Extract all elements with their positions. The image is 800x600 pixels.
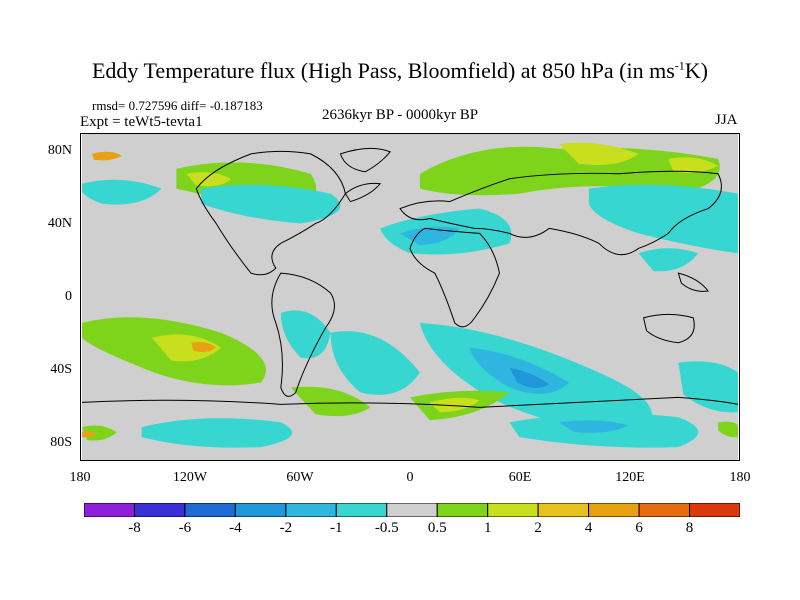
lat-label-40s: 40S [50,362,72,377]
anomaly-patch [429,397,480,413]
anomaly-patch [280,310,331,359]
colorbar-tick-label: -4 [229,520,242,536]
experiment-label: Expt = teWt5-tevta1 [80,114,203,130]
colorbar-swatch [689,503,740,517]
lon-label-180w: 180 [69,470,91,485]
anomaly-patch [290,386,371,417]
colorbar-swatch [436,503,489,517]
anomaly-patch [141,418,292,448]
map-canvas [81,134,739,460]
anomaly-patch [718,421,738,438]
lat-label-eq: 0 [65,289,72,304]
colorbar-tick-label: 6 [635,520,643,536]
colorbar-tick-label: -6 [178,520,192,536]
anomaly-patch [82,425,117,441]
lat-label-80s: 80S [50,435,72,450]
colorbar-swatch [234,503,287,517]
colorbar-swatch [84,503,135,517]
coastline-path [339,147,391,173]
lon-label-120e: 120E [615,470,645,485]
colorbar-tick-label: -1 [330,520,343,536]
coastlines [81,147,739,408]
anomaly-patch [678,361,738,413]
anomaly-patch [151,334,222,362]
colorbar-tick-label: 0.5 [427,520,447,536]
colorbar-tick-label: -0.5 [374,520,399,536]
anomaly-patch [509,367,550,388]
anomaly-patch [668,157,719,173]
colorbar-tick-label: 2 [534,520,542,536]
colorbar-tick-label: 4 [584,520,593,536]
colorbar-swatch [487,503,539,517]
colorbar-swatch [537,503,590,517]
lon-label-120w: 120W [172,470,208,485]
stats-text: rmsd= 0.727596 diff= -0.187183 [92,98,263,113]
colorbar-swatch [386,503,438,517]
flux-fields [82,142,738,448]
colorbar-tick-label: -2 [279,520,293,536]
anomaly-patch [186,172,232,187]
period-label: 2636kyr BP - 0000kyr BP [322,107,479,123]
anomaly-patch [82,179,162,205]
colorbar-tick-label: 1 [483,520,492,536]
map-panel [80,133,740,461]
colorbar-swatch [588,503,640,517]
anomaly-patch [201,184,341,224]
colorbar-tick-label: -8 [128,520,141,536]
anomaly-patch [638,248,699,272]
colorbar-swatch [184,503,236,517]
coastline-path [344,182,382,203]
plot-title: Eddy Temperature flux (High Pass, Bloomf… [91,58,708,83]
coastline-path [409,227,500,328]
anomaly-patch [400,226,460,246]
anomaly-patch [82,431,97,438]
lon-label-60e: 60E [508,470,532,485]
anomaly-patch [559,420,629,433]
coastline-path [271,272,335,397]
lat-label-80n: 80N [47,143,72,158]
colorbar-swatch [335,503,388,517]
colorbar-swatch [285,503,337,517]
colorbar-swatch [133,503,186,517]
anomaly-patch [588,184,738,254]
lon-label-180e: 180 [729,470,751,485]
anomaly-patch [330,331,420,395]
anomaly-patch [419,146,720,196]
lat-label-40n: 40N [47,216,72,231]
lon-label-0: 0 [406,470,414,485]
coastline-path [195,150,346,276]
coastline-path [677,272,710,292]
lon-label-60w: 60W [286,470,314,485]
colorbar-tick-label: 8 [685,520,694,536]
anomaly-patch [91,151,122,161]
colorbar [84,503,740,517]
coastline-path [81,396,739,408]
anomaly-patch [559,142,639,166]
season-label: JJA [715,112,738,128]
anomaly-patch [191,341,217,353]
coastline-path [642,313,695,344]
colorbar-swatch [638,503,691,517]
coastline-path [399,170,722,256]
